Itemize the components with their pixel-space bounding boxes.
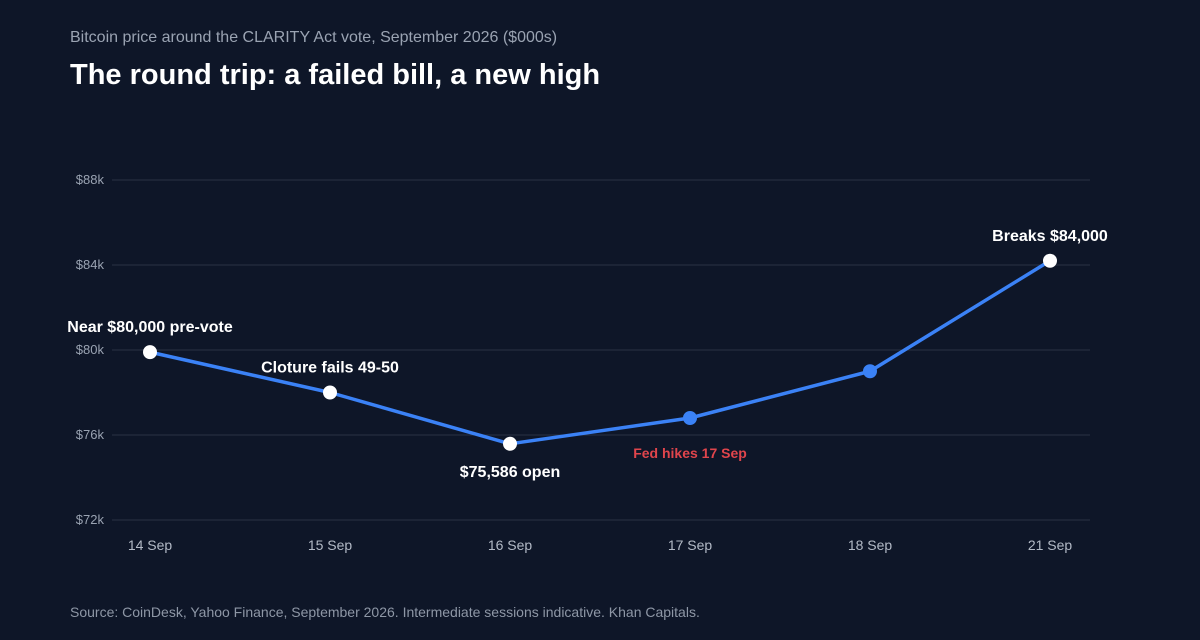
- chart-title: The round trip: a failed bill, a new hig…: [70, 59, 601, 91]
- data-point: [1043, 253, 1057, 268]
- data-points: [143, 253, 1057, 451]
- x-tick-label: 21 Sep: [1028, 537, 1073, 553]
- y-tick-label: $76k: [76, 427, 105, 442]
- series-line: [148, 259, 1052, 446]
- chart-subtitle: Bitcoin price around the CLARITY Act vot…: [70, 29, 558, 46]
- data-point: [143, 345, 157, 360]
- x-tick-label: 18 Sep: [848, 537, 893, 553]
- data-point: [863, 364, 877, 379]
- source-note: Source: CoinDesk, Yahoo Finance, Septemb…: [70, 604, 700, 620]
- y-tick-label: $72k: [76, 512, 105, 527]
- point-annotation: $75,586 open: [460, 464, 561, 481]
- point-annotation: Cloture fails 49-50: [261, 360, 399, 377]
- point-annotation: Breaks $84,000: [992, 228, 1108, 245]
- y-tick-label: $88k: [76, 172, 105, 187]
- point-annotation: Near $80,000 pre-vote: [67, 319, 233, 336]
- annotations: Near $80,000 pre-vote Cloture fails 49-50…: [67, 228, 1108, 481]
- x-axis: 14 Sep 15 Sep 16 Sep 17 Sep 18 Sep 21 Sep: [128, 537, 1073, 553]
- grid-layer: [112, 179, 1090, 521]
- x-tick-label: 16 Sep: [488, 537, 533, 553]
- y-tick-label: $80k: [76, 342, 105, 357]
- y-axis: $72k $76k $80k $84k $88k: [76, 172, 105, 527]
- x-tick-label: 17 Sep: [668, 537, 713, 553]
- data-point: [683, 411, 697, 425]
- event-annotation: Fed hikes 17 Sep: [633, 445, 747, 461]
- x-tick-label: 14 Sep: [128, 537, 173, 553]
- series-line-layer: [148, 259, 1052, 446]
- data-point: [503, 436, 517, 451]
- y-tick-label: $84k: [76, 257, 105, 272]
- data-point: [323, 385, 337, 400]
- x-tick-label: 15 Sep: [308, 537, 353, 553]
